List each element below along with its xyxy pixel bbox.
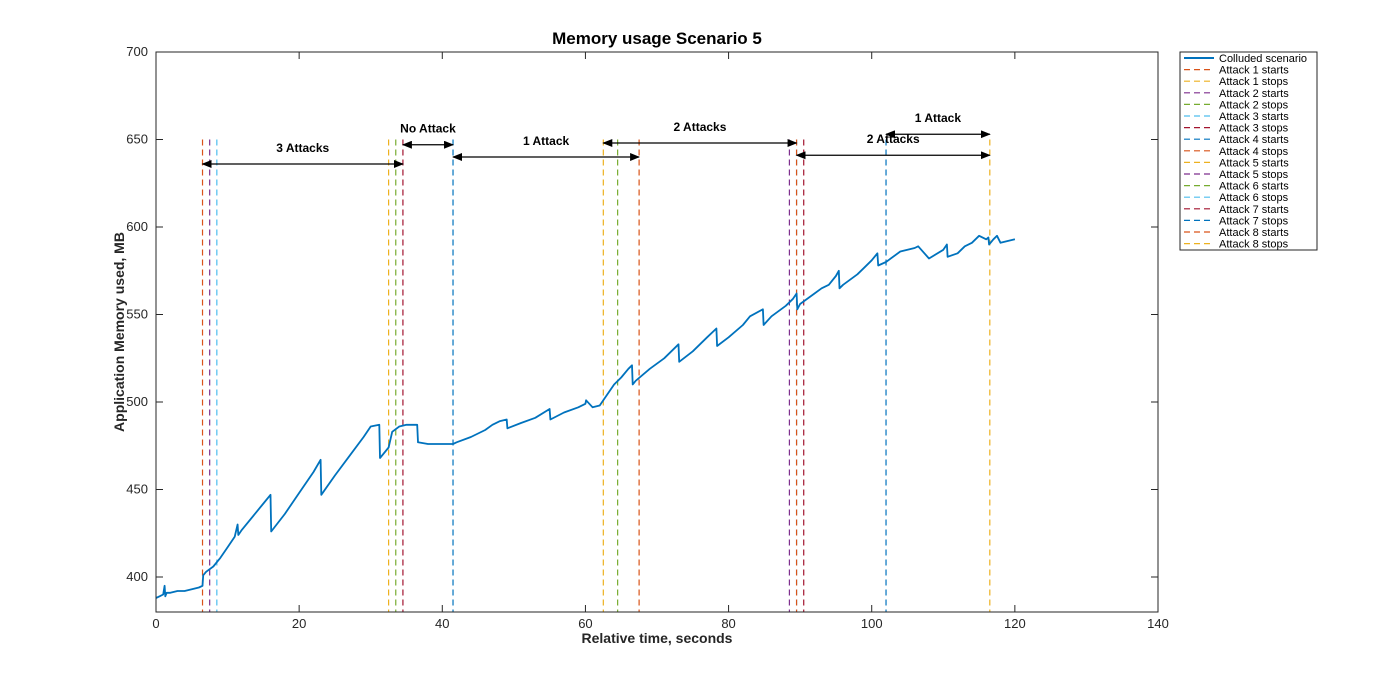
- x-tick-label: 80: [721, 616, 735, 631]
- x-tick-label: 120: [1004, 616, 1026, 631]
- legend-label-16: Attack 8 starts: [1219, 227, 1289, 239]
- legend-label-5: Attack 2 stops: [1219, 99, 1289, 111]
- y-tick-label: 400: [126, 569, 148, 584]
- y-tick-label: 600: [126, 219, 148, 234]
- annotation-label-6: 1 Attack: [915, 111, 962, 125]
- y-tick-label: 450: [126, 482, 148, 497]
- legend-label-11: Attack 5 stops: [1219, 169, 1289, 181]
- x-tick-label: 40: [435, 616, 449, 631]
- y-tick-label: 550: [126, 307, 148, 322]
- legend-label-3: Attack 1 stops: [1219, 76, 1289, 88]
- y-axis-label: Application Memory used, MB: [111, 232, 127, 432]
- legend-label-13: Attack 6 stops: [1219, 192, 1289, 204]
- legend-label-9: Attack 4 stops: [1219, 146, 1289, 158]
- chart-title: Memory usage Scenario 5: [552, 29, 762, 48]
- legend-label-12: Attack 6 starts: [1219, 181, 1289, 193]
- annotation-label-2: No Attack: [400, 122, 456, 136]
- series-lines: [155, 234, 1016, 599]
- legend-label-10: Attack 5 starts: [1219, 157, 1289, 169]
- x-tick-label: 60: [578, 616, 592, 631]
- legend-label-6: Attack 3 starts: [1219, 111, 1289, 123]
- x-tick-label: 20: [292, 616, 306, 631]
- legend-label-1: Colluded scenario: [1219, 53, 1307, 65]
- x-axis-label: Relative time, seconds: [582, 630, 733, 646]
- annotation-label-1: 3 Attacks: [276, 141, 329, 155]
- legend-box: [1179, 51, 1318, 251]
- plot-frame: [155, 51, 1159, 613]
- y-axis-ticks: 400 450 500 550 600 650 700: [126, 44, 1158, 584]
- y-tick-label: 700: [126, 44, 148, 59]
- annotation-label-4: 2 Attacks: [673, 120, 726, 134]
- annotation-label-3: 1 Attack: [523, 134, 570, 148]
- legend-label-2: Attack 1 starts: [1219, 65, 1289, 77]
- y-tick-label: 500: [126, 394, 148, 409]
- legend-label-14: Attack 7 starts: [1219, 204, 1289, 216]
- y-tick-label: 650: [126, 132, 148, 147]
- legend-label-17: Attack 8 stops: [1219, 239, 1289, 251]
- x-tick-label: 100: [861, 616, 883, 631]
- legend-label-8: Attack 4 starts: [1219, 134, 1289, 146]
- legend-label-7: Attack 3 stops: [1219, 123, 1289, 135]
- x-tick-label: 140: [1147, 616, 1169, 631]
- x-axis-ticks: 0 20 40 60 80 100 120 140: [152, 52, 1169, 631]
- series-line-1: [155, 234, 1016, 599]
- legend-label-15: Attack 7 stops: [1219, 215, 1289, 227]
- event-lines: [201, 139, 991, 612]
- x-tick-label: 0: [152, 616, 159, 631]
- legend-label-4: Attack 2 starts: [1219, 88, 1289, 100]
